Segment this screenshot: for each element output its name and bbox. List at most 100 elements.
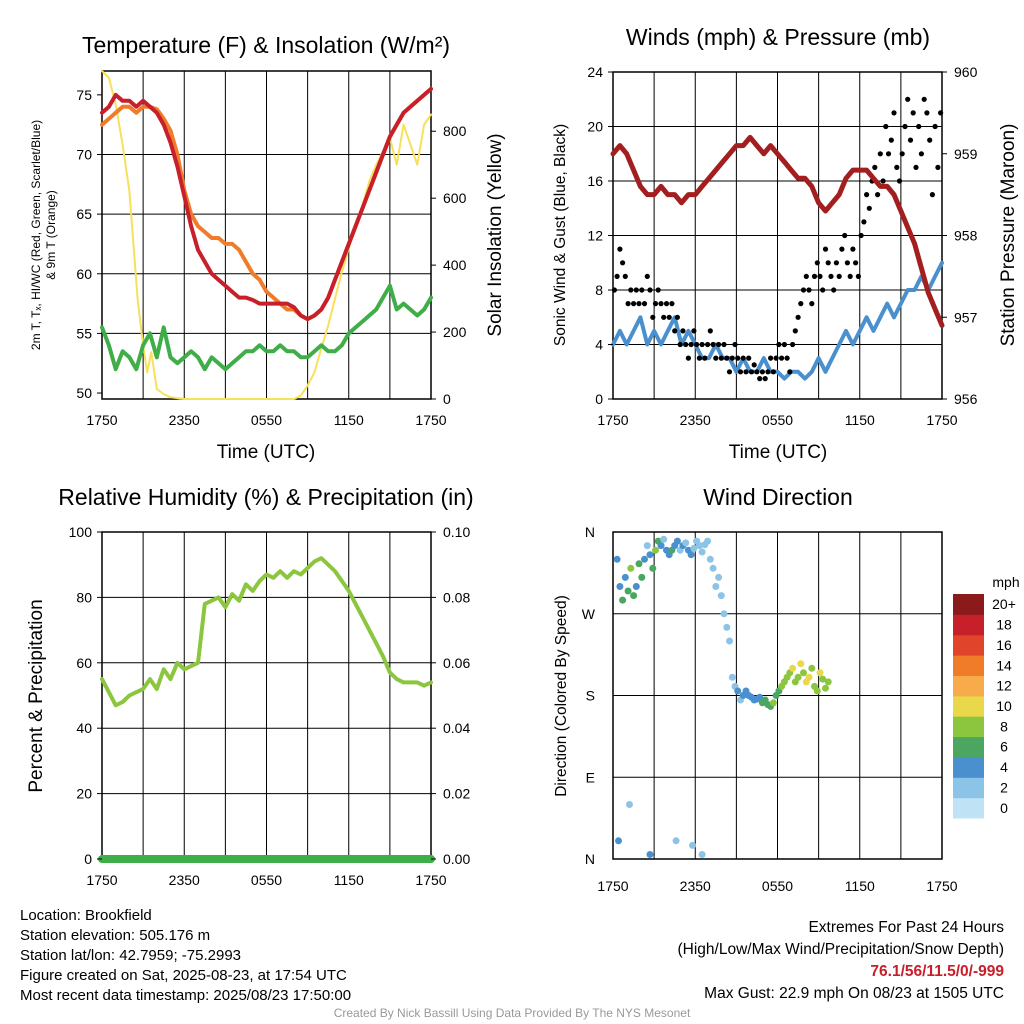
wind-gust-point xyxy=(765,369,771,375)
rh-ticks: 0 20 40 60 80 100 0.00 0.02 0.04 0.06 0.08 0.10 1750… xyxy=(69,524,471,888)
dir-point xyxy=(698,548,706,556)
temp-xtick: 1150 xyxy=(334,412,364,428)
wind-gust-point xyxy=(658,301,664,307)
colorbar-swatch xyxy=(953,675,984,697)
wind-gust-point xyxy=(902,123,908,130)
dir-point xyxy=(630,592,638,600)
dir-point xyxy=(627,564,635,572)
wind-gust-point xyxy=(875,192,881,198)
wind-xtick: 1750 xyxy=(926,412,957,428)
wind-gust-point xyxy=(666,314,672,320)
wind-gust-point xyxy=(899,151,905,157)
wind-gust-point xyxy=(636,301,642,307)
wind-gust-point xyxy=(833,260,840,266)
extremes-values: 76.1/56/11.5/0/-999 xyxy=(870,963,1004,980)
wind-gust-point xyxy=(639,287,645,293)
dir-point xyxy=(819,675,827,683)
rh-xtick: 2350 xyxy=(169,872,200,888)
dir-ytick: N xyxy=(585,851,595,867)
wind-gust-point xyxy=(888,137,894,143)
wind-gust-point xyxy=(885,151,892,157)
wind-gust-point xyxy=(864,192,870,198)
wind-gust-point xyxy=(625,301,631,307)
wind-ylabel-right: Station Pressure (Maroon) xyxy=(998,124,1019,347)
wind-ytick-right: 960 xyxy=(954,64,978,80)
wind-gust-point xyxy=(726,369,733,375)
wind-xtick: 0550 xyxy=(762,412,793,428)
wind-gust-point xyxy=(650,314,656,320)
wind-ticks: 0 4 8 12 16 20 24 956 957 958 959 960 1750 2350 0550 11… xyxy=(587,64,977,428)
wind-gust-point xyxy=(880,178,886,184)
dir-point xyxy=(816,669,824,677)
wind-gust-point xyxy=(710,341,716,348)
wind-gust-point xyxy=(918,151,925,157)
rh-xtick: 1750 xyxy=(86,872,117,888)
wind-gust-point xyxy=(822,246,829,252)
dir-point xyxy=(672,837,680,845)
wind-gust-point xyxy=(685,355,692,361)
wind-gust-point xyxy=(894,164,900,170)
wind-gust-point xyxy=(847,273,853,279)
colorbar: 0 2 4 6 8 10 12 14 16 18 20+ xyxy=(953,594,1016,819)
extremes-legend: (High/Low/Max Wind/Precipitation/Snow De… xyxy=(677,941,1005,958)
wind-ylabel-left: Sonic Wind & Gust (Blue, Black) xyxy=(552,124,569,346)
dir-point xyxy=(728,673,736,681)
wind-gust-point xyxy=(798,301,804,307)
wind-ytick-left: 12 xyxy=(587,228,603,244)
rh-ytick-left: 40 xyxy=(76,720,92,736)
wind-gust-point xyxy=(688,341,694,348)
temp-ytick-left: 65 xyxy=(76,206,92,222)
info-recent: Most recent data timestamp: 2025/08/23 1… xyxy=(20,987,352,1004)
dir-point xyxy=(709,564,717,572)
dir-point xyxy=(726,637,733,645)
dir-point xyxy=(649,564,657,572)
wind-wind-line xyxy=(611,260,944,381)
dir-xtick: 1750 xyxy=(597,878,628,894)
dir-point xyxy=(800,669,807,677)
wind-gust-point xyxy=(754,369,760,375)
colorbar-swatch xyxy=(953,756,984,778)
wind-gust-point xyxy=(779,355,785,361)
temp-xtick: 2350 xyxy=(169,412,200,428)
rh-xtick: 1150 xyxy=(334,872,364,888)
wind-gust-point xyxy=(907,137,914,143)
colorbar-swatch xyxy=(953,716,984,738)
wind-gust-point xyxy=(916,123,922,130)
wind-gust-point xyxy=(628,287,634,293)
wind-gust-point xyxy=(790,341,796,348)
extremes-gust: Max Gust: 22.9 mph On 08/23 at 1505 UTC xyxy=(704,985,1004,1002)
wind-grid xyxy=(613,71,942,400)
wind-gust-point xyxy=(839,246,845,252)
wind-panel: Winds (mph) & Pressure (mb) 0 4 8 12 16 20 24 9… xyxy=(552,24,1019,463)
wind-ytick-right: 956 xyxy=(954,391,978,407)
dir-point xyxy=(698,851,706,858)
temp-ytick-left: 60 xyxy=(76,266,92,282)
wind-gust-point xyxy=(853,260,859,266)
wind-gust-point xyxy=(724,355,730,361)
wind-gust-point xyxy=(803,273,809,279)
wind-ytick-right: 958 xyxy=(954,228,978,244)
wind-gust-point xyxy=(633,287,639,293)
dir-point xyxy=(643,542,651,550)
wind-gust-point xyxy=(740,355,746,361)
dir-point xyxy=(769,699,777,707)
dir-point xyxy=(704,537,712,545)
wind-gust-point xyxy=(718,355,724,361)
dir-point xyxy=(635,560,643,568)
dir-point xyxy=(822,684,829,692)
rh-xtick: 1750 xyxy=(415,872,446,888)
rh-ytick-right: 0.00 xyxy=(443,851,470,867)
temp-title: Temperature (F) & Insolation (W/m²) xyxy=(82,32,450,58)
wind-gust-point xyxy=(858,232,864,239)
temp-ytick-right: 0 xyxy=(443,391,451,407)
dir-point xyxy=(723,623,731,631)
dir-point xyxy=(613,555,621,563)
wind-gust-point xyxy=(644,273,650,279)
wind-gust-point xyxy=(896,178,903,184)
extremes-heading: Extremes For Past 24 Hours xyxy=(808,919,1004,936)
wind-gust-point xyxy=(828,273,834,279)
dir-point xyxy=(813,687,821,695)
colorbar-label: 20+ xyxy=(992,596,1016,612)
wind-gust-point xyxy=(746,355,752,361)
wind-gust-point xyxy=(809,301,815,307)
